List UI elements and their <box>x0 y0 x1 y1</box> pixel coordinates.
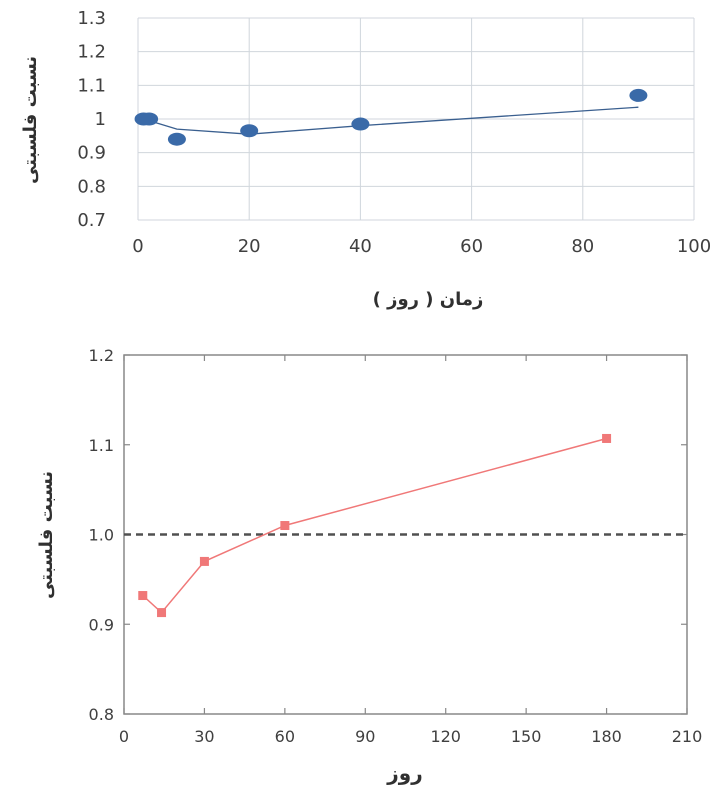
chart-2-y-tick-label: 0.9 <box>89 615 114 634</box>
chart-2-x-tick-label: 30 <box>194 727 214 746</box>
chart-2-data-point <box>157 608 167 618</box>
chart-2-data-point <box>138 591 148 601</box>
chart-2-x-tick-label: 90 <box>355 727 375 746</box>
chart-2-series-path <box>142 437 607 614</box>
chart-2-x-tick-label: 0 <box>119 727 129 746</box>
chart-2-y-tick-label: 1.1 <box>89 436 114 455</box>
chart-1-data-point <box>240 124 259 138</box>
chart-1-trend-line <box>143 106 639 135</box>
chart-1-data-point <box>140 112 159 126</box>
chart-1-x-tick-label: 100 <box>677 236 711 257</box>
chart-1-x-tick-label: 80 <box>571 236 594 257</box>
chart-1-y-tick-label: 1.3 <box>77 8 106 29</box>
chart-2-x-tick-label: 210 <box>672 727 703 746</box>
chart-1-trend-path <box>143 106 639 135</box>
chart-2-x-tick-label: 120 <box>430 727 461 746</box>
chart-2-y-tick-label: 1.0 <box>89 526 114 545</box>
chart-1-data-point <box>629 88 648 102</box>
chart-2-data-point <box>280 521 290 531</box>
chart-1-x-tick-label: 20 <box>238 236 261 257</box>
chart-2-points <box>138 433 612 618</box>
chart-1-y-tick-label: 1.2 <box>77 42 106 63</box>
chart-1-x-tick-labels: 0 20 40 60 80 100 <box>132 236 711 257</box>
chart-1-y-tick-label: 0.9 <box>77 143 106 164</box>
chart-1-y-tick-label: 0.8 <box>77 176 106 197</box>
chart-1-y-axis-title: نسبت فلسبتی <box>20 56 41 184</box>
chart-1-x-tick-label: 0 <box>132 236 143 257</box>
chart-1-x-tick-label: 60 <box>460 236 483 257</box>
chart-1-x-axis-title: زمان ( روز ) <box>373 289 484 310</box>
chart-1-y-tick-label: 0.7 <box>77 210 106 231</box>
chart-1-y-tick-label: 1 <box>95 109 106 130</box>
chart-2-y-tick-labels: 0.8 0.9 1.0 1.1 1.2 <box>89 346 114 724</box>
chart-2: 0.80.91.01.11.2 0 30 60 90 120 150 180 210 روز … <box>36 346 702 785</box>
chart-2-y-axis-title: نسبت فلسبتی <box>36 471 57 599</box>
chart-1-data-point <box>351 117 370 131</box>
chart-2-data-point <box>602 433 612 443</box>
chart-2-x-tick-label: 180 <box>591 727 622 746</box>
chart-2-x-axis-title: روز <box>386 761 422 785</box>
chart-2-y-tick-label: 0.8 <box>89 705 114 724</box>
chart-1-y-tick-labels: 0.7 0.8 0.9 1 1.1 1.2 1.3 <box>77 8 106 231</box>
chart-2-y-tick-label: 1.2 <box>89 346 114 365</box>
chart-1-data-point <box>167 132 186 146</box>
chart-1-points <box>134 88 648 146</box>
chart-2-series-line <box>142 437 607 614</box>
chart-1-y-tick-label: 1.1 <box>77 75 106 96</box>
chart-2-data-point <box>199 556 209 566</box>
chart-2-x-tick-label: 150 <box>511 727 542 746</box>
chart-1: 0.7 0.8 0.9 1 1.1 1.2 1.3 0 20 40 60 80 100 زمان ( … <box>20 8 711 310</box>
chart-1-gridlines <box>137 17 695 221</box>
chart-1-x-tick-label: 40 <box>349 236 372 257</box>
chart-2-x-tick-label: 60 <box>275 727 295 746</box>
chart-2-x-tick-labels: 0 30 60 90 120 150 180 210 <box>119 727 702 746</box>
